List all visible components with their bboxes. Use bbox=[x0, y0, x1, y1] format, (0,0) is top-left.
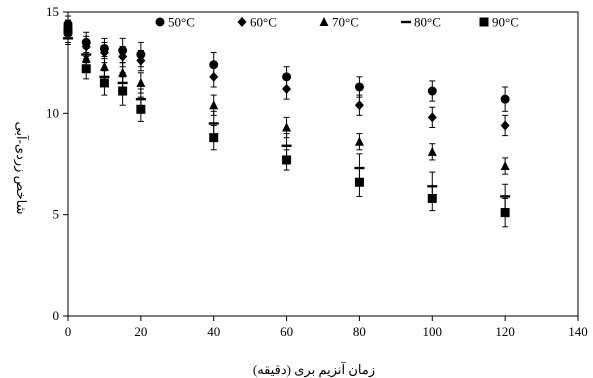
legend-marker-triangle bbox=[319, 17, 329, 26]
data-point-square bbox=[500, 208, 510, 218]
legend-label: 50°C bbox=[168, 15, 195, 30]
data-point-square bbox=[99, 78, 109, 88]
legend-label: 90°C bbox=[492, 15, 519, 30]
data-point-diamond bbox=[136, 55, 146, 66]
data-point-diamond bbox=[209, 71, 219, 82]
data-point-square bbox=[118, 86, 128, 96]
x-tick-label: 40 bbox=[207, 324, 220, 339]
data-point-square bbox=[136, 104, 146, 114]
x-axis-title: زمان آنزیم بری (دقیقه) bbox=[253, 361, 375, 378]
x-tick-label: 140 bbox=[568, 324, 588, 339]
data-point-square bbox=[209, 133, 219, 143]
data-point-square bbox=[81, 64, 91, 74]
legend-item: 60°C bbox=[237, 15, 277, 30]
data-point-square bbox=[282, 155, 292, 165]
plot-frame bbox=[67, 11, 579, 317]
y-tick-label: 5 bbox=[53, 207, 60, 222]
y-tick-label: 15 bbox=[46, 4, 59, 19]
x-tick-label: 20 bbox=[134, 324, 147, 339]
data-point-circle bbox=[354, 82, 364, 92]
legend-label: 70°C bbox=[332, 15, 359, 30]
legend-item: 50°C bbox=[155, 15, 195, 30]
data-point-triangle bbox=[500, 161, 510, 171]
data-point-dash bbox=[81, 53, 92, 56]
y-axis-title: شاخص زردی-آبی bbox=[13, 122, 30, 215]
legend-marker-circle bbox=[155, 17, 165, 27]
data-point-dash bbox=[281, 144, 292, 147]
x-tick-label: 0 bbox=[65, 324, 72, 339]
data-point-diamond bbox=[118, 51, 128, 62]
data-point-square bbox=[354, 177, 364, 187]
data-point-diamond bbox=[99, 47, 109, 58]
data-point-triangle bbox=[282, 122, 292, 132]
data-marks bbox=[63, 15, 511, 228]
data-point-triangle bbox=[209, 100, 219, 110]
x-tick-label: 60 bbox=[280, 324, 293, 339]
x-tick-label: 80 bbox=[353, 324, 366, 339]
series-square bbox=[63, 21, 510, 228]
data-point-diamond bbox=[282, 84, 292, 95]
legend-label: 80°C bbox=[414, 15, 441, 30]
data-point-diamond bbox=[354, 100, 364, 111]
legend-marker-square bbox=[479, 17, 489, 27]
legend: 50°C 60°C 70°C 80°C 90°C bbox=[155, 15, 519, 30]
data-point-triangle bbox=[136, 77, 146, 87]
y-tick-label: 10 bbox=[46, 105, 59, 120]
data-point-triangle bbox=[354, 136, 364, 146]
data-point-square bbox=[427, 193, 437, 203]
data-point-square bbox=[63, 25, 73, 35]
legend-label: 60°C bbox=[250, 15, 277, 30]
legend-marker-dash bbox=[401, 20, 411, 24]
x-tick-label: 120 bbox=[495, 324, 515, 339]
data-point-circle bbox=[500, 94, 510, 104]
data-point-dash bbox=[500, 195, 511, 198]
x-tick-label: 100 bbox=[423, 324, 443, 339]
data-point-diamond bbox=[427, 112, 437, 123]
axes: 0 20 40 60 80 100 120 140 0 5 10 15 bbox=[46, 4, 588, 339]
legend-marker-diamond bbox=[237, 17, 247, 27]
data-point-circle bbox=[427, 86, 437, 96]
data-point-triangle bbox=[427, 146, 437, 156]
legend-item: 90°C bbox=[479, 15, 519, 30]
data-point-diamond bbox=[500, 120, 510, 131]
legend-item: 70°C bbox=[319, 15, 359, 30]
legend-item: 80°C bbox=[401, 15, 441, 30]
y-tick-label: 0 bbox=[53, 308, 60, 323]
data-point-dash bbox=[208, 122, 219, 125]
